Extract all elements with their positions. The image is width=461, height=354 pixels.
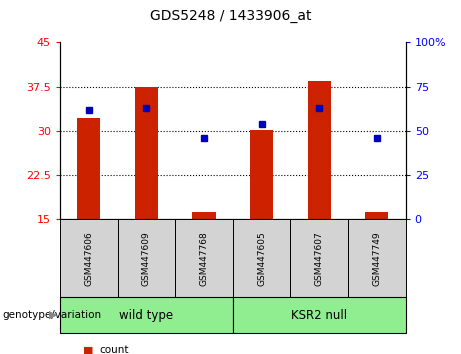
Text: ■: ■ — [83, 346, 94, 354]
Text: count: count — [99, 346, 129, 354]
Text: wild type: wild type — [119, 309, 173, 321]
Text: GDS5248 / 1433906_at: GDS5248 / 1433906_at — [150, 9, 311, 23]
Bar — [250, 130, 273, 219]
Text: GSM447606: GSM447606 — [84, 231, 93, 286]
Text: KSR2 null: KSR2 null — [291, 309, 347, 321]
Text: GSM447607: GSM447607 — [315, 231, 324, 286]
Bar — [135, 87, 158, 219]
Text: ▶: ▶ — [49, 310, 58, 320]
Text: GSM447749: GSM447749 — [372, 231, 381, 286]
Bar — [308, 81, 331, 219]
Text: GSM447768: GSM447768 — [200, 231, 208, 286]
Text: GSM447605: GSM447605 — [257, 231, 266, 286]
Bar — [193, 212, 216, 219]
Bar — [365, 212, 388, 219]
Text: genotype/variation: genotype/variation — [2, 310, 101, 320]
Text: GSM447609: GSM447609 — [142, 231, 151, 286]
Bar — [77, 118, 100, 219]
